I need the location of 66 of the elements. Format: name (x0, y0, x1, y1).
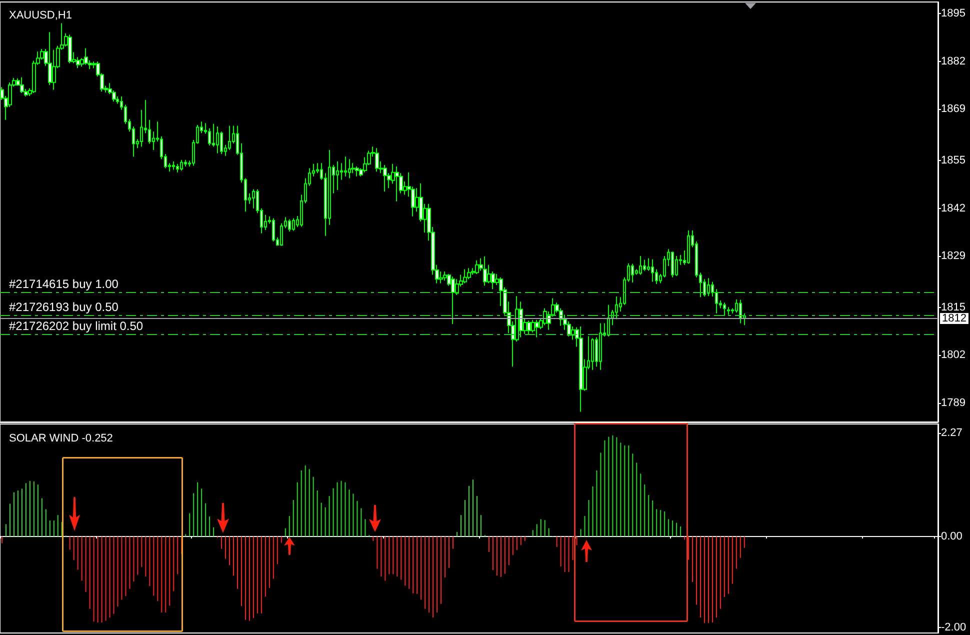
candlestick (579, 326, 583, 412)
candlestick (180, 159, 183, 172)
candlestick (292, 218, 295, 232)
y-tick-label: 0.00 (941, 530, 962, 542)
candlestick (395, 166, 399, 202)
y-tick-label: 1789 (941, 396, 966, 409)
candlestick (739, 299, 742, 324)
candlestick (527, 320, 531, 336)
y-tick-label: 1842 (941, 202, 966, 214)
candlestick (76, 56, 80, 69)
candlestick (707, 278, 710, 297)
candlestick (607, 304, 610, 337)
candlestick (375, 148, 379, 172)
candlestick (176, 163, 179, 173)
y-tick-label: -2.00 (941, 622, 966, 634)
y-tick-label: 1815 (941, 301, 966, 314)
text: SOLAR WIND -0.252 (9, 432, 113, 444)
candlestick (172, 160, 175, 170)
y-tick-label: 1855 (941, 154, 966, 167)
candlestick (591, 338, 594, 370)
candlestick (711, 281, 714, 297)
candlestick (671, 251, 674, 278)
y-tick-label: 1869 (941, 103, 966, 116)
candlestick (723, 302, 726, 316)
y-tick-label: 1802 (941, 349, 966, 362)
candlestick (288, 218, 291, 232)
candlestick (451, 276, 455, 324)
candlestick (643, 259, 646, 272)
candlestick (351, 162, 355, 174)
candlestick (727, 306, 730, 316)
y-tick-label: 1895 (941, 8, 966, 20)
y-tick-label: 2.27 (941, 427, 962, 440)
ref-line-label: #21714615 buy 1.00 (9, 277, 119, 292)
candlestick (383, 164, 387, 192)
candlestick (543, 308, 547, 326)
ref-line-label: 1812 (942, 312, 966, 324)
candlestick (84, 48, 88, 66)
text: XAUUSD,H1 (9, 10, 72, 22)
candlestick (599, 322, 602, 370)
candlestick (463, 268, 467, 284)
ref-line-label: #21726202 buy limit 0.50 (9, 318, 144, 333)
candlestick (344, 156, 347, 177)
candlestick (216, 126, 219, 154)
ref-line-label: #21726193 buy 0.50 (9, 300, 119, 314)
candlestick (20, 76, 24, 94)
y-tick-label: 1882 (941, 55, 966, 68)
candlestick (675, 256, 678, 276)
candlestick (467, 268, 471, 280)
candlestick (631, 263, 634, 283)
candlestick (348, 158, 351, 179)
candlestick (483, 256, 487, 286)
candlestick (68, 34, 72, 64)
candlestick (687, 230, 690, 264)
candlestick (355, 166, 359, 177)
candlestick (48, 32, 52, 86)
candlestick (531, 319, 535, 333)
candlestick (336, 160, 339, 190)
y-tick-label: 1829 (941, 250, 966, 262)
candlestick (535, 319, 539, 338)
candlestick (651, 258, 654, 282)
candlestick (715, 288, 718, 314)
candlestick (184, 159, 187, 167)
candlestick (252, 188, 255, 209)
candlestick (475, 260, 479, 275)
candlestick (272, 218, 275, 242)
candlestick (639, 256, 642, 276)
